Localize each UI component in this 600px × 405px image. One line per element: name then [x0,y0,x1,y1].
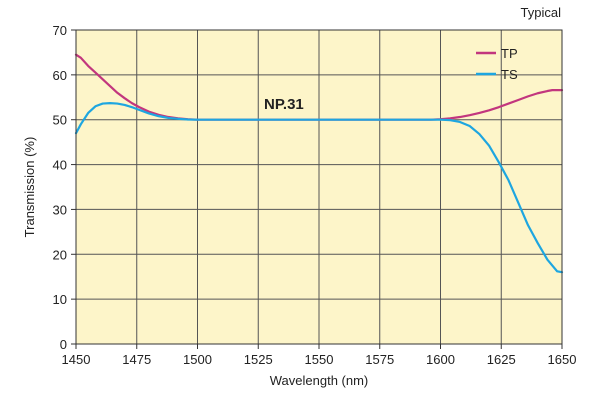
legend-label-tp: TP [501,46,518,61]
typical-note: Typical [521,5,562,20]
x-tick-label: 1625 [487,352,516,367]
y-axis-tick-labels: 0 10 20 30 40 50 60 70 [53,23,76,352]
x-tick-label: 1600 [426,352,455,367]
legend-label-ts: TS [501,67,518,82]
x-tick-label: 1475 [122,352,151,367]
x-tick-label: 1550 [305,352,334,367]
x-axis-tick-labels: 1450 1475 1500 1525 1550 1575 1600 1625 1650 [62,344,577,367]
series-lines [74,53,564,274]
y-tick-label: 0 [60,337,67,352]
x-axis-title: Wavelength (nm) [270,373,369,388]
x-tick-label: 1575 [365,352,394,367]
grid-lines [76,30,562,344]
x-tick-label: 1450 [62,352,91,367]
x-tick-label: 1500 [183,352,212,367]
y-tick-label: 30 [53,202,67,217]
y-tick-label: 20 [53,247,67,262]
legend: TP TS [476,46,518,82]
part-annotation: NP.31 [264,96,304,113]
y-tick-label: 60 [53,68,67,83]
y-tick-label: 70 [53,23,67,38]
x-tick-label: 1650 [548,352,577,367]
y-tick-label: 50 [53,113,67,128]
series-line-ts [74,102,564,274]
x-tick-label: 1525 [244,352,273,367]
y-tick-label: 10 [53,292,67,307]
y-axis-title: Transmission (%) [22,137,37,238]
y-tick-label: 40 [53,158,67,173]
